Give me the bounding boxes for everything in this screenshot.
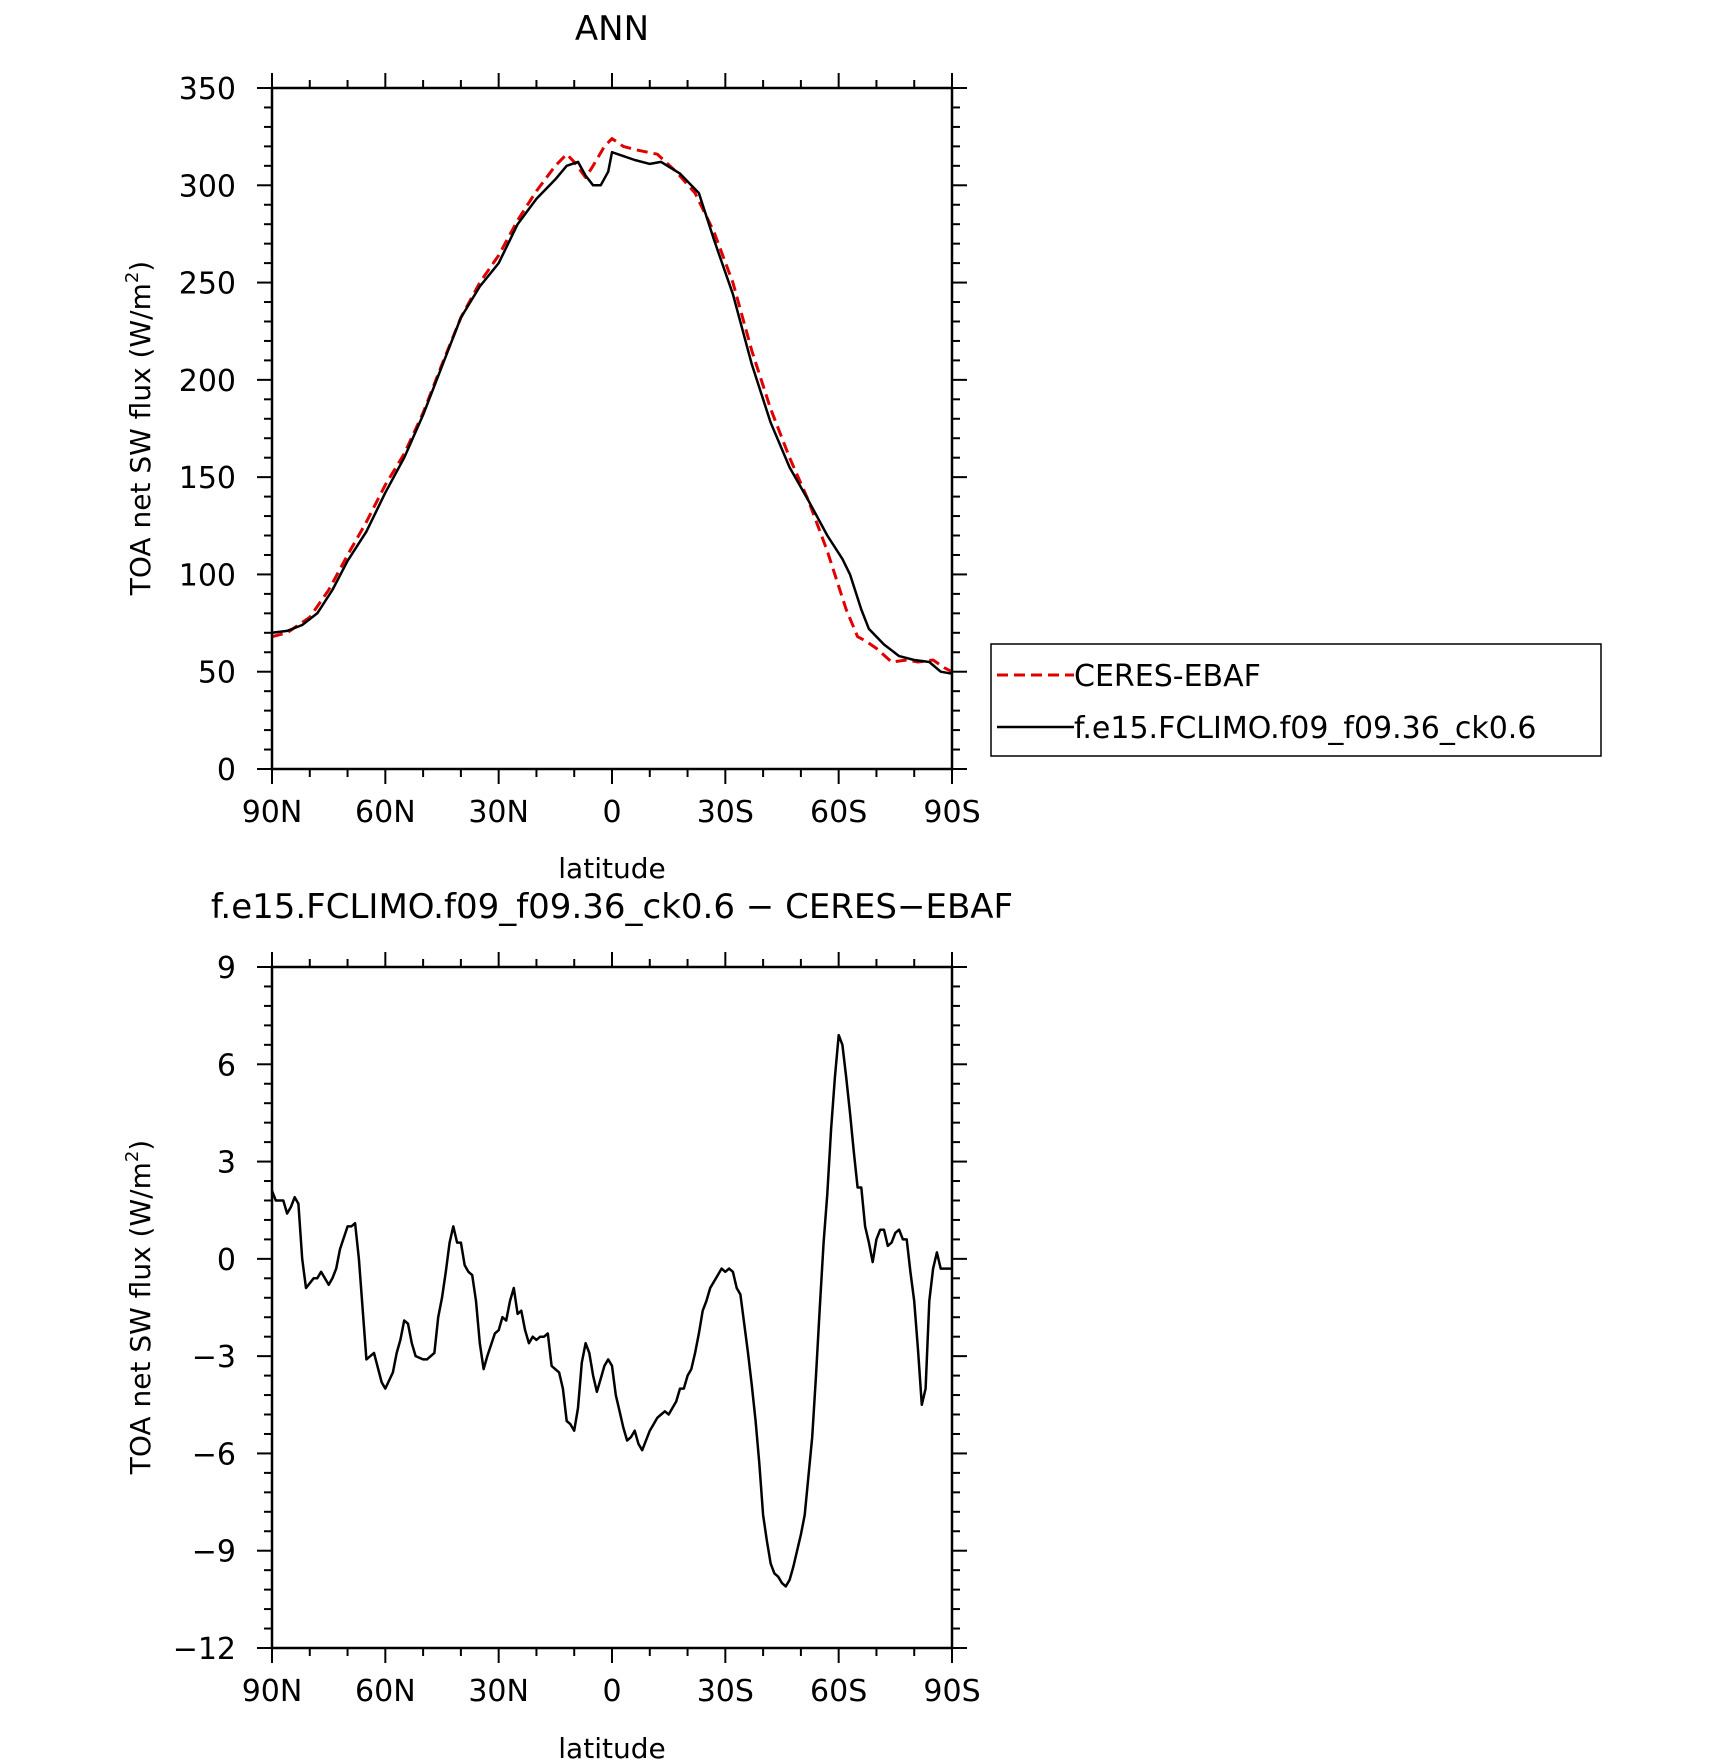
x-tick-label: 90S [923,1674,980,1709]
bottom-x-axis-label: latitude [558,1732,665,1762]
y-tick-label: 3 [217,1146,236,1181]
y-tick-label: 0 [217,753,236,788]
y-tick-label: 6 [217,1048,236,1083]
top-y-axis-label: TOA net SW flux (W/m2) [122,261,157,596]
x-tick-label: 0 [602,1674,621,1709]
y-tick-label: 0 [217,1243,236,1278]
y-tick-label: 250 [179,267,236,302]
y-tick-label: 150 [179,461,236,496]
x-tick-label: 90S [923,795,980,830]
bottom-chart-title: f.e15.FCLIMO.f09_f09.36_ck0.6 − CERES−EB… [211,887,1013,927]
x-tick-label: 60N [355,795,416,830]
legend: CERES-EBAF f.e15.FCLIMO.f09_f09.36_ck0.6 [990,643,1602,757]
bottom-ticks: 90N 60N 30N 0 30S 60S 90S −12 −9 −6 −3 0 3 6 9 [173,951,981,1709]
top-series-layer [271,137,953,675]
top-panel: ANN 90N 60N 30N 0 30S 60S 90S 0 50 100 150 200 250 30… [122,9,1602,885]
bottom-plot-frame [270,965,954,1650]
top-plot-frame [270,86,954,771]
top-series-line-model [271,150,953,675]
y-tick-label: 9 [217,951,236,986]
y-tick-label: 50 [198,656,236,691]
bottom-series-layer [270,1033,952,1588]
y-tick-label: −12 [173,1632,236,1667]
top-chart-title: ANN [575,9,649,49]
x-tick-label: 90N [242,1674,303,1709]
x-tick-label: 30S [697,1674,754,1709]
x-tick-label: 90N [242,795,303,830]
x-tick-label: 60S [810,795,867,830]
top-series-line-ceres [271,137,953,674]
x-tick-label: 0 [602,795,621,830]
legend-label-model: f.e15.FCLIMO.f09_f09.36_ck0.6 [1074,711,1536,746]
y-tick-label: −3 [192,1340,236,1375]
x-tick-label: 30N [468,795,529,830]
y-tick-label: 100 [179,558,236,593]
y-tick-label: 300 [179,169,236,204]
y-tick-label: −6 [192,1437,236,1472]
y-tick-label: −9 [192,1535,236,1570]
y-tick-label: 200 [179,364,236,399]
bottom-y-axis-label: TOA net SW flux (W/m2) [122,1140,157,1475]
legend-box [990,643,1602,757]
x-tick-label: 30N [468,1674,529,1709]
legend-label-ceres: CERES-EBAF [1074,659,1261,694]
top-ticks: 90N 60N 30N 0 30S 60S 90S 0 50 100 150 200 250 300 350 [179,72,981,830]
x-tick-label: 60N [355,1674,416,1709]
y-tick-label: 350 [179,72,236,107]
bottom-panel: f.e15.FCLIMO.f09_f09.36_ck0.6 − CERES−EB… [122,887,1013,1762]
x-tick-label: 30S [697,795,754,830]
bottom-series-line-model [270,1033,952,1588]
top-x-axis-label: latitude [558,852,665,885]
x-tick-label: 60S [810,1674,867,1709]
